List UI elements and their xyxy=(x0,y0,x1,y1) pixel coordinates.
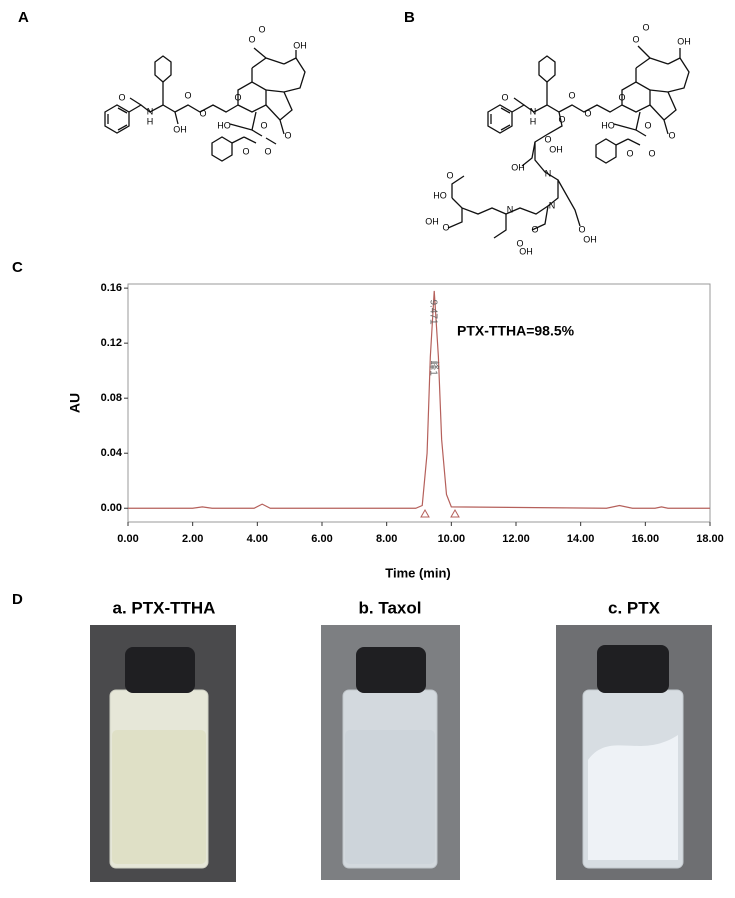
atom-label: N xyxy=(147,106,154,116)
atom-label: O xyxy=(584,108,591,118)
atom-label: OH xyxy=(425,216,439,226)
photo-title: c. PTX xyxy=(608,598,661,617)
atom-label: OH xyxy=(519,246,533,256)
x-tick-label: 0.00 xyxy=(117,533,138,545)
y-tick-label: 0.04 xyxy=(101,447,123,459)
atom-label: O xyxy=(516,238,523,248)
atom-label: N xyxy=(507,204,514,214)
peak-name: 峰1 xyxy=(427,360,439,376)
integration-end xyxy=(450,508,460,518)
atom-label: HO xyxy=(601,120,615,130)
atom-label: OH xyxy=(173,124,187,134)
x-axis-label: Time (min) xyxy=(385,565,451,580)
x-tick-label: 10.00 xyxy=(438,533,466,545)
photo-b xyxy=(321,625,460,880)
atom-label: O xyxy=(442,222,449,232)
panel-label: B xyxy=(404,9,415,26)
atom-label: O xyxy=(446,170,453,180)
atom-label: OH xyxy=(677,36,691,46)
x-tick-label: 4.00 xyxy=(247,533,268,545)
atom-label: O xyxy=(264,146,271,156)
atom-label: O xyxy=(544,134,551,144)
atom-label: O xyxy=(626,148,633,158)
atom-label: O xyxy=(258,24,265,34)
chromatogram-line xyxy=(128,290,710,509)
atom-label: HO xyxy=(433,190,447,200)
atom-label: HO xyxy=(217,120,231,130)
y-tick-label: 0.12 xyxy=(101,337,122,349)
peak-label: 9.471 xyxy=(427,299,438,324)
panel-label: D xyxy=(12,591,23,608)
y-tick-label: 0.00 xyxy=(101,502,122,514)
atom-label: O xyxy=(242,146,249,156)
atom-label: O xyxy=(234,92,241,102)
atom-label: O xyxy=(632,34,639,44)
integration-start xyxy=(420,508,430,518)
photo-c xyxy=(556,625,712,880)
x-tick-label: 14.00 xyxy=(567,533,595,545)
atom-label: OH xyxy=(511,162,525,172)
atom-label: N xyxy=(545,168,552,178)
atom-label: O xyxy=(199,108,206,118)
atom-label: O xyxy=(501,92,508,102)
panel-label: A xyxy=(18,9,29,26)
x-tick-label: 8.00 xyxy=(376,533,397,545)
photo-title: b. Taxol xyxy=(359,598,422,617)
atom-label: OH xyxy=(293,40,307,50)
y-tick-label: 0.08 xyxy=(101,392,122,404)
plot-frame xyxy=(127,283,711,523)
structure-a-bonds xyxy=(104,47,306,162)
atom-label: O xyxy=(642,22,649,32)
atom-label: N xyxy=(530,106,537,116)
atom-label: O xyxy=(118,92,125,102)
atom-label: OH xyxy=(549,144,563,154)
atom-label: O xyxy=(668,130,675,140)
atom-label: N xyxy=(549,200,556,210)
atom-label: O xyxy=(284,130,291,140)
x-tick-label: 16.00 xyxy=(632,533,660,545)
atom-label: O xyxy=(648,148,655,158)
x-tick-label: 2.00 xyxy=(182,533,203,545)
y-tick-label: 0.16 xyxy=(101,282,122,294)
x-tick-label: 6.00 xyxy=(311,533,332,545)
atom-label: O xyxy=(578,224,585,234)
atom-label: O xyxy=(248,34,255,44)
atom-label: O xyxy=(531,224,538,234)
atom-label: O xyxy=(558,114,565,124)
atom-label: O xyxy=(260,120,267,130)
atom-label: O xyxy=(568,90,575,100)
atom-label: O xyxy=(184,90,191,100)
atom-label: H xyxy=(147,116,154,126)
atom-label: H xyxy=(530,116,537,126)
photo-a xyxy=(90,625,236,882)
photo-title: a. PTX-TTHA xyxy=(113,598,216,617)
y-axis-label: AU xyxy=(67,393,83,413)
atom-label: O xyxy=(644,120,651,130)
structure-b-bonds xyxy=(447,45,690,239)
annotation: PTX-TTHA=98.5% xyxy=(457,323,575,339)
atom-label: OH xyxy=(583,234,597,244)
atom-label: O xyxy=(618,92,625,102)
x-tick-label: 18.00 xyxy=(696,533,724,545)
panel-label: C xyxy=(12,259,23,276)
x-tick-label: 12.00 xyxy=(502,533,530,545)
